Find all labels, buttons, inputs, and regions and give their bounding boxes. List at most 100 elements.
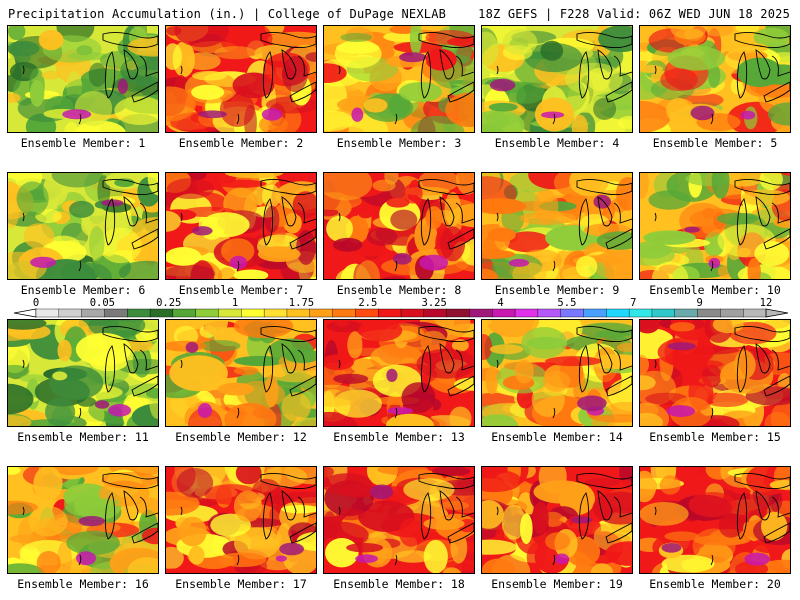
legend-tick-label: 0 [32, 297, 40, 309]
legend-swatch [446, 308, 470, 318]
ensemble-map-panel [323, 466, 475, 574]
legend-max-arrow [765, 308, 789, 318]
ensemble-member-caption: Ensemble Member: 14 [491, 430, 623, 444]
precip-field-map [482, 467, 632, 573]
legend-swatch [263, 308, 288, 318]
ensemble-map-panel [639, 172, 791, 280]
ensemble-member-caption: Ensemble Member: 7 [178, 283, 304, 297]
precip-field-map [640, 467, 790, 573]
legend-min-arrow [13, 308, 37, 318]
legend-tick-label: 3.25 [421, 297, 447, 309]
legend-swatch [286, 308, 311, 318]
legend-tick-label: 9 [696, 297, 703, 309]
legend-colorbar [13, 308, 789, 318]
legend-swatch [537, 308, 562, 318]
ensemble-member-caption: Ensemble Member: 16 [17, 577, 149, 591]
precip-field-map [8, 467, 158, 573]
ensemble-map-panel [481, 172, 633, 280]
ensemble-map-panel [639, 319, 791, 427]
precip-field-map [8, 173, 158, 279]
ensemble-map-panel [165, 466, 317, 574]
ensemble-map-panel [481, 319, 633, 427]
legend-tick-label: 1 [231, 297, 239, 309]
legend-swatch [241, 308, 265, 318]
ensemble-map-panel [323, 319, 475, 427]
ensemble-member-caption: Ensemble Member: 3 [336, 136, 462, 150]
ensemble-member-caption: Ensemble Member: 11 [17, 430, 149, 444]
ensemble-member-caption: Ensemble Member: 4 [494, 136, 620, 150]
legend-swatch [332, 308, 356, 318]
valid-time: 18Z GEFS | F228 Valid: 06Z WED JUN 18 20… [478, 7, 790, 21]
legend-swatch [423, 308, 448, 318]
ensemble-member-caption: Ensemble Member: 15 [649, 430, 781, 444]
precip-field-map [324, 320, 474, 426]
page-title: Precipitation Accumulation (in.) | Colle… [8, 7, 447, 21]
ensemble-map-panel [165, 319, 317, 427]
ensemble-map-panel [639, 25, 791, 133]
ensemble-member-caption: Ensemble Member: 10 [649, 283, 781, 297]
legend-swatch [560, 308, 585, 318]
precip-field-map [166, 467, 316, 573]
precip-field-map [166, 26, 316, 132]
legend-tick-label: 4 [497, 297, 504, 309]
legend-tick-label: 7 [630, 297, 637, 309]
legend-swatch [674, 308, 699, 318]
legend-swatch [720, 308, 744, 318]
legend-swatch [355, 308, 379, 318]
color-legend: 0 0.05 0.25 1 1.75 2.5 3.25 4 5.5 7 9 12 [0, 297, 800, 319]
legend-swatch [628, 308, 653, 318]
ensemble-member-caption: Ensemble Member: 5 [652, 136, 778, 150]
legend-swatch [127, 308, 151, 318]
legend-tick-label: 5.5 [557, 297, 577, 309]
legend-swatch [742, 308, 767, 318]
ensemble-map-panel [323, 172, 475, 280]
legend-swatch [58, 308, 83, 318]
precip-field-map [166, 173, 316, 279]
legend-swatch [218, 308, 242, 318]
precip-field-map [640, 26, 790, 132]
ensemble-member-caption: Ensemble Member: 9 [494, 283, 620, 297]
legend-swatch [172, 308, 197, 318]
ensemble-member-caption: Ensemble Member: 19 [491, 577, 623, 591]
ensemble-member-caption: Ensemble Member: 13 [333, 430, 465, 444]
ensemble-map-panel [7, 25, 159, 133]
legend-tick-label: 12 [759, 297, 773, 309]
legend-swatch [492, 308, 516, 318]
precip-field-map [482, 173, 632, 279]
precip-field-map [482, 26, 632, 132]
legend-tick-label: 2.5 [358, 297, 378, 309]
ensemble-map-panel [481, 466, 633, 574]
ensemble-map-panel [639, 466, 791, 574]
legend-swatch [651, 308, 676, 318]
legend-swatch [514, 308, 539, 318]
ensemble-member-caption: Ensemble Member: 8 [336, 283, 462, 297]
legend-swatch [81, 308, 105, 318]
ensemble-map-panel [7, 172, 159, 280]
precip-field-map [640, 173, 790, 279]
legend-swatch [104, 308, 128, 318]
legend-tick-label: 0.25 [156, 297, 182, 309]
ensemble-member-caption: Ensemble Member: 2 [178, 136, 304, 150]
precip-field-map [324, 467, 474, 573]
precip-field-map [8, 320, 158, 426]
precip-field-map [640, 320, 790, 426]
ensemble-member-caption: Ensemble Member: 6 [20, 283, 146, 297]
ensemble-map-panel [481, 25, 633, 133]
ensemble-map-panel [165, 25, 317, 133]
precip-field-map [166, 320, 316, 426]
ensemble-member-caption: Ensemble Member: 12 [175, 430, 307, 444]
legend-swatch [149, 308, 174, 318]
ensemble-member-caption: Ensemble Member: 20 [649, 577, 781, 591]
legend-swatch [35, 308, 60, 318]
ensemble-map-panel [323, 25, 475, 133]
legend-swatch [697, 308, 721, 318]
precip-field-map [8, 26, 158, 132]
legend-swatch [469, 308, 493, 318]
legend-swatch [606, 308, 630, 318]
precip-field-map [324, 26, 474, 132]
legend-swatch [195, 308, 220, 318]
legend-swatch [583, 308, 607, 318]
legend-swatch [309, 308, 334, 318]
precip-field-map [482, 320, 632, 426]
precip-field-map [324, 173, 474, 279]
